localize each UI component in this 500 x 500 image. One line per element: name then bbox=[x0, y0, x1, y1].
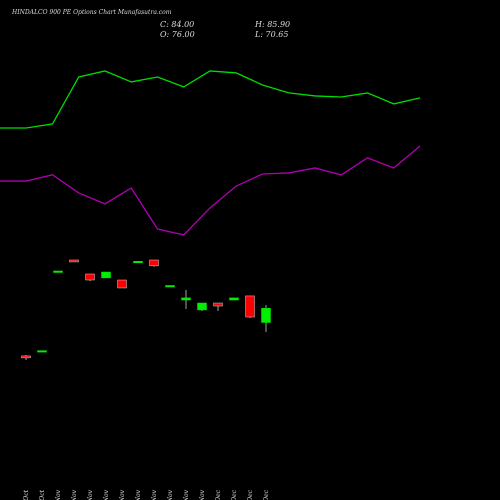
candle-body bbox=[21, 355, 31, 359]
x-tick-label: 02 Dec bbox=[231, 489, 238, 500]
x-tick-label: 06 Nov bbox=[55, 489, 62, 500]
x-tick-label: 20 Nov bbox=[119, 489, 126, 500]
chart-title: HINDALCO 900 PE Options Chart Munafasutr… bbox=[11, 9, 172, 16]
candle-body bbox=[261, 308, 271, 323]
candle-body bbox=[245, 295, 255, 318]
candle-body bbox=[37, 350, 47, 353]
line-series bbox=[0, 145, 421, 236]
candle-body bbox=[117, 279, 127, 289]
x-tick-label: 30 Oct bbox=[23, 489, 30, 500]
candle-body bbox=[53, 270, 63, 273]
candle-body bbox=[69, 259, 79, 263]
candle-body bbox=[133, 260, 143, 263]
open-text: O: 76.00 bbox=[160, 30, 195, 39]
x-tick-label: 25 Nov bbox=[151, 489, 158, 500]
candle-body bbox=[165, 285, 175, 288]
line-series bbox=[0, 70, 421, 129]
x-tick-label: 19 Nov bbox=[103, 489, 110, 500]
x-tick-label: 07 Nov bbox=[71, 489, 78, 500]
candle-body bbox=[213, 302, 223, 307]
low-text: L: 70.65 bbox=[254, 30, 288, 39]
candle-body bbox=[229, 297, 239, 301]
x-tick-label: 04 Dec bbox=[263, 489, 270, 500]
candle-body bbox=[149, 259, 159, 267]
x-tick-label: 26 Nov bbox=[167, 489, 174, 500]
candle-body bbox=[197, 302, 207, 311]
x-tick-label: 01 Dec bbox=[215, 489, 222, 500]
x-tick-label: 31 Oct bbox=[39, 489, 46, 500]
candle-body bbox=[181, 297, 191, 301]
candle-body bbox=[101, 271, 111, 279]
x-tick-label: 27 Nov bbox=[183, 489, 190, 500]
x-tick-label: 03 Dec bbox=[247, 489, 254, 500]
x-tick-label: 28 Nov bbox=[199, 489, 206, 500]
high-text: H: 85.90 bbox=[254, 20, 290, 29]
x-tick-label: 21 Nov bbox=[135, 489, 142, 500]
close-text: C: 84.00 bbox=[160, 20, 194, 29]
x-tick-label: 18 Nov bbox=[87, 489, 94, 500]
candle-body bbox=[85, 273, 95, 281]
